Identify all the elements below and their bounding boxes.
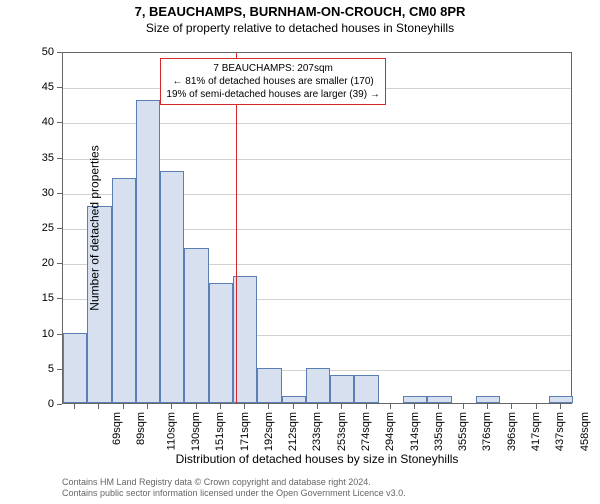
x-tick-mark	[438, 404, 439, 409]
x-tick-mark	[366, 404, 367, 409]
footer-line1: Contains HM Land Registry data © Crown c…	[62, 477, 406, 489]
x-tick-label: 458sqm	[579, 412, 591, 451]
y-tick-mark	[57, 122, 62, 123]
histogram-bar	[257, 368, 281, 403]
x-tick-mark	[317, 404, 318, 409]
x-tick-label: 274sqm	[360, 412, 372, 451]
x-axis-label: Distribution of detached houses by size …	[62, 452, 572, 466]
x-tick-label: 233sqm	[312, 412, 324, 451]
x-tick-mark	[268, 404, 269, 409]
x-tick-mark	[293, 404, 294, 409]
y-axis-label: Number of detached properties	[88, 145, 102, 310]
y-tick-mark	[57, 404, 62, 405]
x-tick-label: 355sqm	[457, 412, 469, 451]
histogram-bar	[282, 396, 306, 403]
y-tick-mark	[57, 193, 62, 194]
annotation-line2: ← 81% of detached houses are smaller (17…	[166, 75, 379, 88]
x-tick-label: 335sqm	[433, 412, 445, 451]
y-tick-mark	[57, 52, 62, 53]
histogram-bar	[209, 283, 233, 403]
x-tick-mark	[560, 404, 561, 409]
y-tick-label: 5	[24, 363, 54, 375]
x-tick-mark	[171, 404, 172, 409]
histogram-bar	[184, 248, 208, 403]
x-tick-mark	[487, 404, 488, 409]
x-tick-mark	[341, 404, 342, 409]
histogram-bar	[476, 396, 500, 403]
x-tick-mark	[98, 404, 99, 409]
x-tick-mark	[74, 404, 75, 409]
x-tick-label: 253sqm	[336, 412, 348, 451]
x-tick-label: 171sqm	[239, 412, 251, 451]
x-tick-label: 130sqm	[190, 412, 202, 451]
y-tick-label: 15	[24, 292, 54, 304]
x-tick-label: 192sqm	[263, 412, 275, 451]
y-tick-mark	[57, 228, 62, 229]
x-tick-mark	[244, 404, 245, 409]
histogram-bar	[403, 396, 427, 403]
chart-area: Number of detached properties Distributi…	[62, 52, 572, 404]
x-tick-label: 151sqm	[214, 412, 226, 451]
y-tick-label: 40	[24, 116, 54, 128]
x-tick-mark	[414, 404, 415, 409]
x-tick-label: 212sqm	[287, 412, 299, 451]
histogram-bar	[306, 368, 330, 403]
y-tick-mark	[57, 369, 62, 370]
y-tick-label: 30	[24, 187, 54, 199]
histogram-bar	[427, 396, 451, 403]
y-tick-label: 50	[24, 46, 54, 58]
footer-attribution: Contains HM Land Registry data © Crown c…	[62, 477, 406, 500]
y-tick-label: 10	[24, 328, 54, 340]
x-tick-mark	[536, 404, 537, 409]
histogram-bar	[136, 100, 160, 403]
y-tick-mark	[57, 87, 62, 88]
x-tick-mark	[196, 404, 197, 409]
y-tick-label: 45	[24, 81, 54, 93]
histogram-bar	[63, 333, 87, 403]
y-tick-mark	[57, 158, 62, 159]
histogram-bar	[354, 375, 378, 403]
y-tick-mark	[57, 298, 62, 299]
histogram-bar	[330, 375, 354, 403]
x-tick-label: 376sqm	[482, 412, 494, 451]
y-tick-label: 35	[24, 152, 54, 164]
annotation-box: 7 BEAUCHAMPS: 207sqm ← 81% of detached h…	[160, 58, 385, 105]
x-tick-label: 396sqm	[506, 412, 518, 451]
x-tick-mark	[463, 404, 464, 409]
y-tick-label: 0	[24, 398, 54, 410]
histogram-bar	[549, 396, 573, 403]
y-tick-label: 20	[24, 257, 54, 269]
histogram-bar	[112, 178, 136, 403]
x-tick-mark	[220, 404, 221, 409]
x-tick-mark	[147, 404, 148, 409]
y-tick-mark	[57, 263, 62, 264]
x-tick-mark	[511, 404, 512, 409]
x-tick-label: 69sqm	[111, 412, 123, 445]
x-tick-label: 294sqm	[384, 412, 396, 451]
x-tick-label: 89sqm	[135, 412, 147, 445]
histogram-bar	[160, 171, 184, 403]
y-tick-mark	[57, 334, 62, 335]
x-tick-mark	[123, 404, 124, 409]
x-tick-mark	[390, 404, 391, 409]
marker-line	[236, 53, 237, 403]
chart-title-line2: Size of property relative to detached ho…	[0, 21, 600, 35]
footer-line2: Contains public sector information licen…	[62, 488, 406, 500]
x-tick-label: 437sqm	[554, 412, 566, 451]
x-tick-label: 110sqm	[165, 412, 177, 450]
x-tick-label: 314sqm	[409, 412, 421, 451]
x-tick-label: 417sqm	[530, 412, 542, 451]
chart-title-line1: 7, BEAUCHAMPS, BURNHAM-ON-CROUCH, CM0 8P…	[0, 4, 600, 19]
y-tick-label: 25	[24, 222, 54, 234]
annotation-line1: 7 BEAUCHAMPS: 207sqm	[166, 62, 379, 75]
annotation-line3: 19% of semi-detached houses are larger (…	[166, 88, 379, 101]
